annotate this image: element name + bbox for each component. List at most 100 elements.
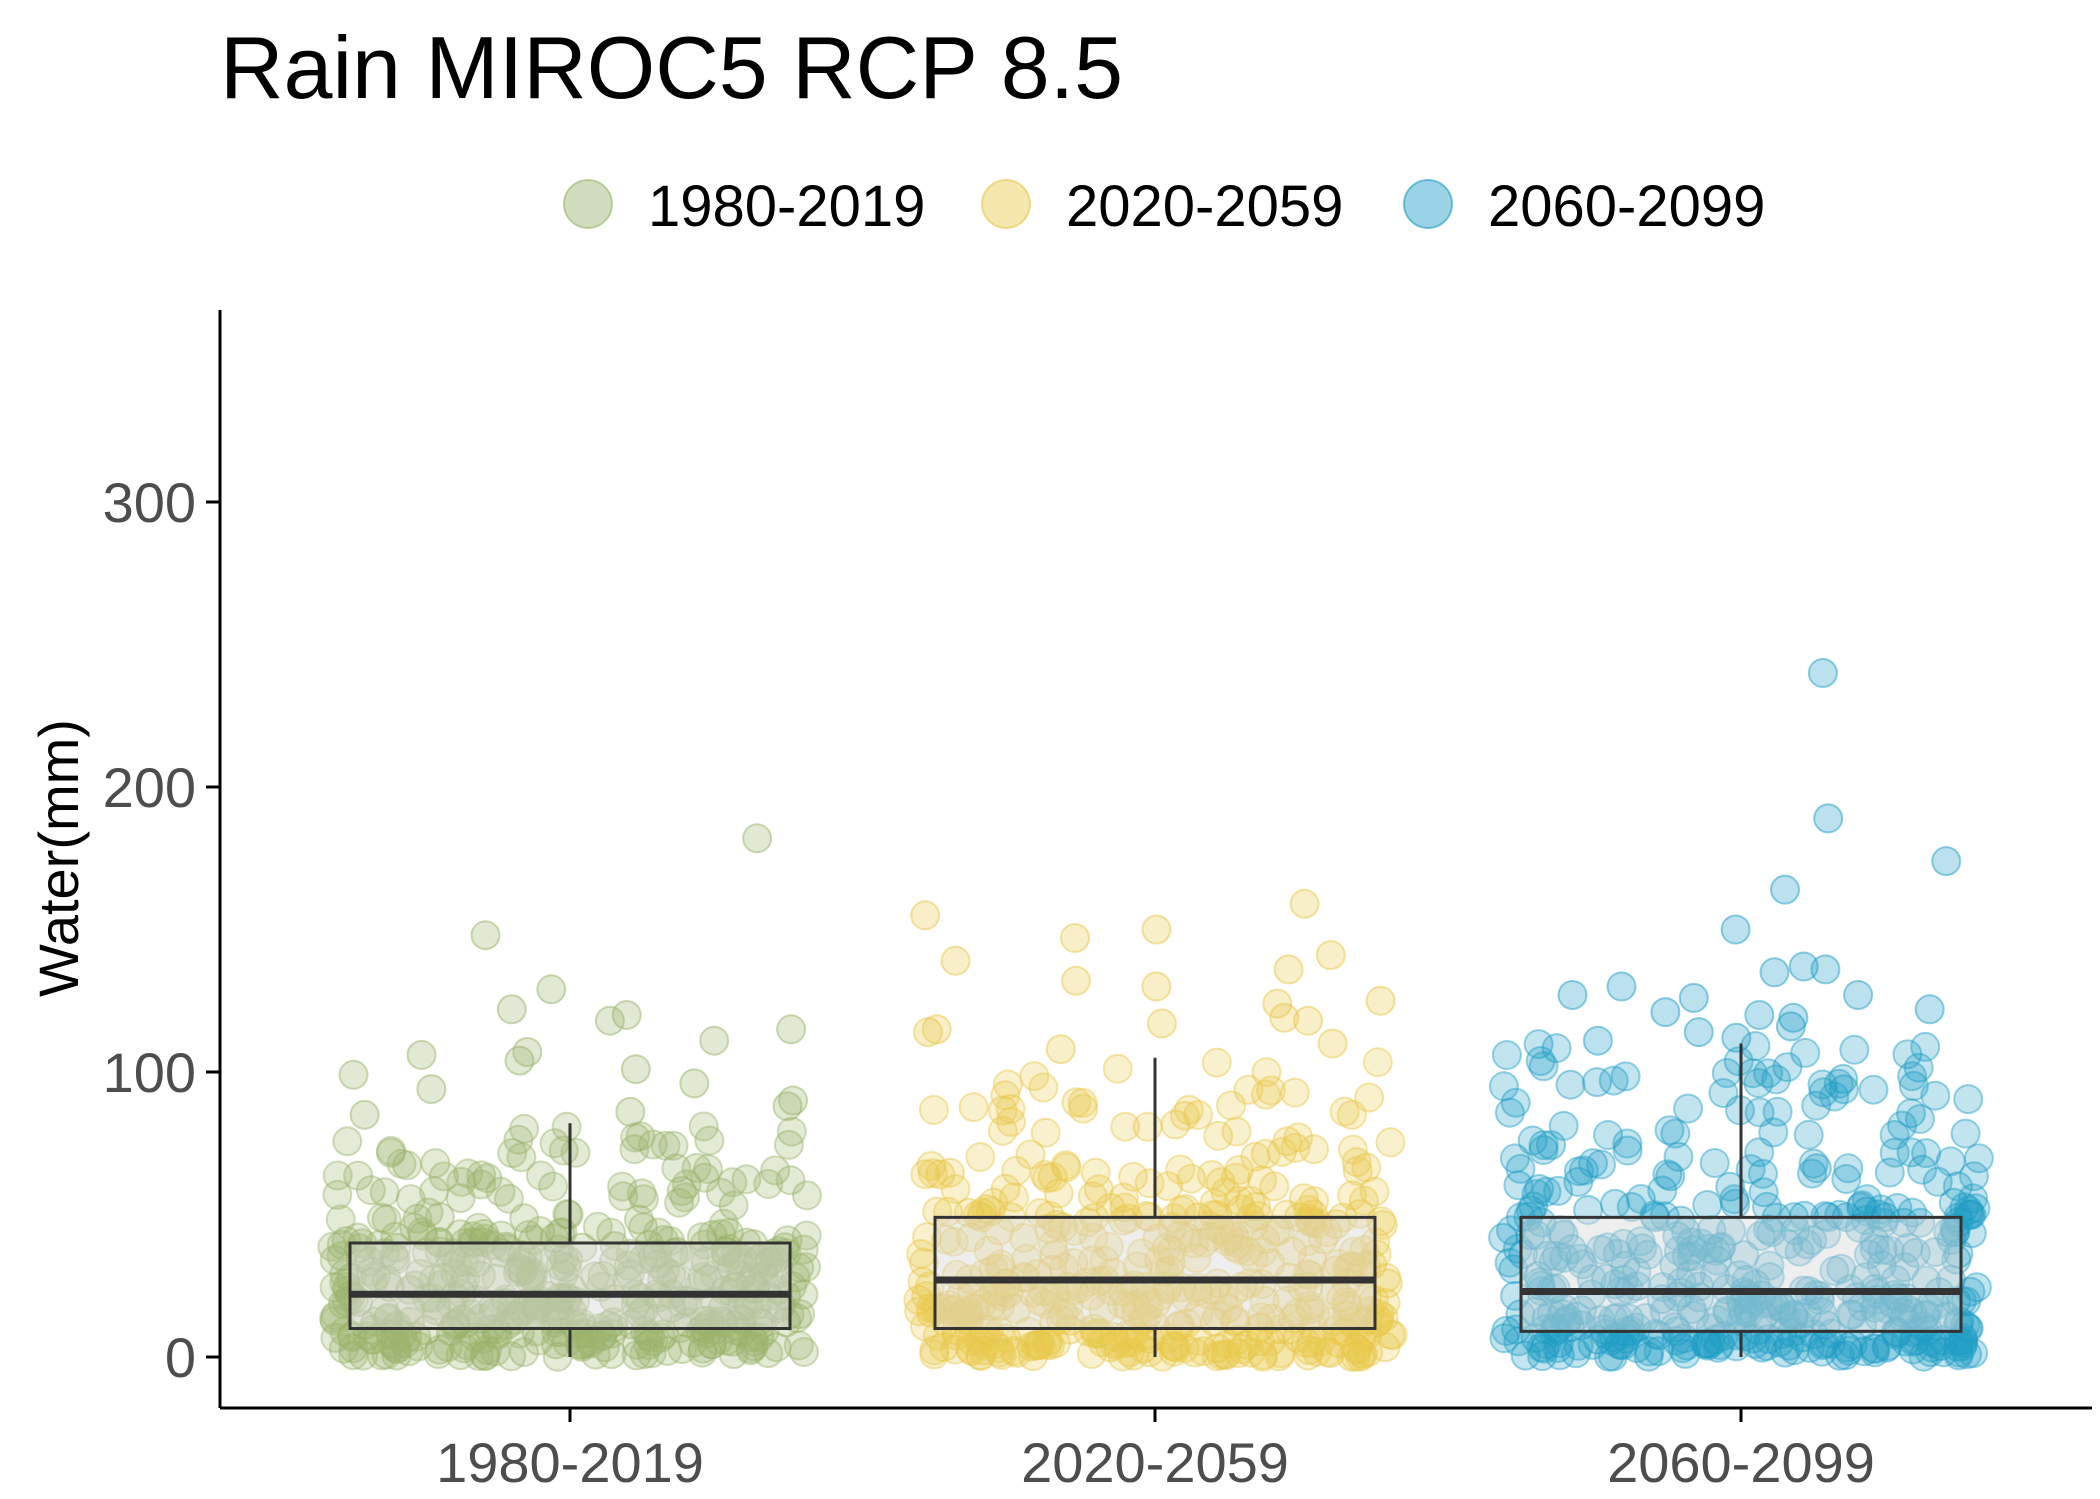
data-point: [1627, 1233, 1658, 1264]
data-point: [649, 1256, 680, 1286]
data-point: [1911, 1138, 1942, 1169]
data-point: [760, 1155, 791, 1186]
data-point: [754, 1246, 785, 1277]
data-point: [1179, 1337, 1210, 1368]
data-point: [1753, 1214, 1784, 1245]
outlier-point: [1606, 971, 1637, 1002]
box-iqr: [933, 1215, 1377, 1330]
data-point: [1077, 1181, 1108, 1212]
data-point: [481, 1318, 512, 1349]
data-point: [1110, 1111, 1141, 1142]
data-point: [1211, 1340, 1242, 1371]
data-point: [1744, 1137, 1775, 1168]
data-point: [1752, 1191, 1782, 1222]
data-point: [1196, 1160, 1227, 1190]
data-point: [1671, 1241, 1702, 1272]
data-point: [1025, 1198, 1056, 1228]
data-point: [1375, 1319, 1406, 1350]
data-point: [1809, 1328, 1840, 1359]
data-point: [693, 1154, 723, 1184]
data-point: [1897, 1298, 1928, 1329]
outlier-point: [699, 1025, 730, 1056]
data-point: [1909, 1300, 1940, 1331]
data-point: [1729, 1297, 1760, 1328]
data-point: [1157, 1212, 1187, 1243]
outlier-point: [772, 1091, 803, 1122]
data-point: [1753, 1058, 1784, 1089]
data-point: [1134, 1168, 1165, 1199]
data-point: [1118, 1340, 1149, 1371]
data-point: [1503, 1170, 1534, 1201]
data-point: [1565, 1243, 1596, 1274]
data-point: [1792, 1298, 1822, 1328]
data-point: [1582, 1067, 1612, 1098]
data-point: [694, 1309, 725, 1339]
outlier-point: [1931, 846, 1962, 877]
data-point: [1858, 1333, 1889, 1363]
data-point: [1555, 1069, 1586, 1100]
data-point: [453, 1158, 484, 1189]
data-point: [1128, 1333, 1159, 1364]
data-point: [1897, 1061, 1928, 1092]
data-point: [1489, 1323, 1520, 1354]
data-point: [1784, 1236, 1815, 1267]
series-2060-2099: [1488, 658, 1994, 1372]
data-point: [441, 1308, 472, 1339]
data-point: [1633, 1341, 1664, 1372]
data-point: [1292, 1226, 1323, 1257]
data-point: [1743, 1068, 1774, 1098]
data-point: [1050, 1150, 1081, 1181]
box-iqr: [1519, 1215, 1963, 1333]
data-point: [623, 1204, 654, 1235]
data-point: [635, 1322, 666, 1353]
data-point: [1159, 1331, 1190, 1362]
data-point: [542, 1341, 573, 1372]
data-point: [923, 1292, 954, 1323]
data-point: [1169, 1100, 1200, 1131]
data-point: [1277, 1236, 1307, 1267]
outlier-point: [1315, 940, 1346, 971]
data-point: [1224, 1234, 1255, 1265]
data-point: [381, 1232, 412, 1263]
data-point: [1297, 1244, 1328, 1275]
data-point: [1708, 1078, 1739, 1108]
data-point: [1212, 1226, 1243, 1257]
data-point: [438, 1238, 468, 1269]
data-point: [1541, 1314, 1572, 1345]
data-point: [929, 1293, 960, 1324]
data-point: [1131, 1284, 1162, 1315]
data-point: [996, 1106, 1026, 1137]
outlier-point: [1045, 1034, 1076, 1065]
data-point: [1250, 1138, 1281, 1169]
data-point: [1874, 1235, 1905, 1266]
data-point: [450, 1308, 481, 1339]
outlier-point: [496, 994, 527, 1025]
data-point: [758, 1238, 789, 1269]
data-point: [1338, 1236, 1369, 1267]
data-point: [975, 1291, 1006, 1322]
data-point: [1610, 1250, 1641, 1281]
outlier-point: [1843, 980, 1874, 1010]
data-point: [1202, 1200, 1233, 1231]
data-point: [940, 1174, 971, 1205]
data-point: [449, 1333, 480, 1364]
data-point: [593, 1310, 624, 1341]
data-point: [1898, 1334, 1928, 1365]
data-point: [1958, 1183, 1988, 1214]
data-point: [1943, 1340, 1974, 1371]
data-point: [1830, 1340, 1861, 1371]
data-point: [1243, 1200, 1273, 1231]
data-point: [991, 1323, 1022, 1354]
data-point: [1131, 1303, 1162, 1334]
data-point: [432, 1332, 463, 1362]
data-point: [504, 1253, 535, 1284]
data-point: [1251, 1057, 1282, 1088]
data-point: [1235, 1185, 1266, 1216]
data-point: [566, 1331, 597, 1362]
data-point: [1151, 1233, 1182, 1263]
data-point: [1526, 1332, 1557, 1363]
data-point: [1828, 1074, 1859, 1105]
outlier-point: [1914, 994, 1945, 1025]
data-point: [1171, 1308, 1202, 1339]
data-point: [1223, 1185, 1254, 1216]
